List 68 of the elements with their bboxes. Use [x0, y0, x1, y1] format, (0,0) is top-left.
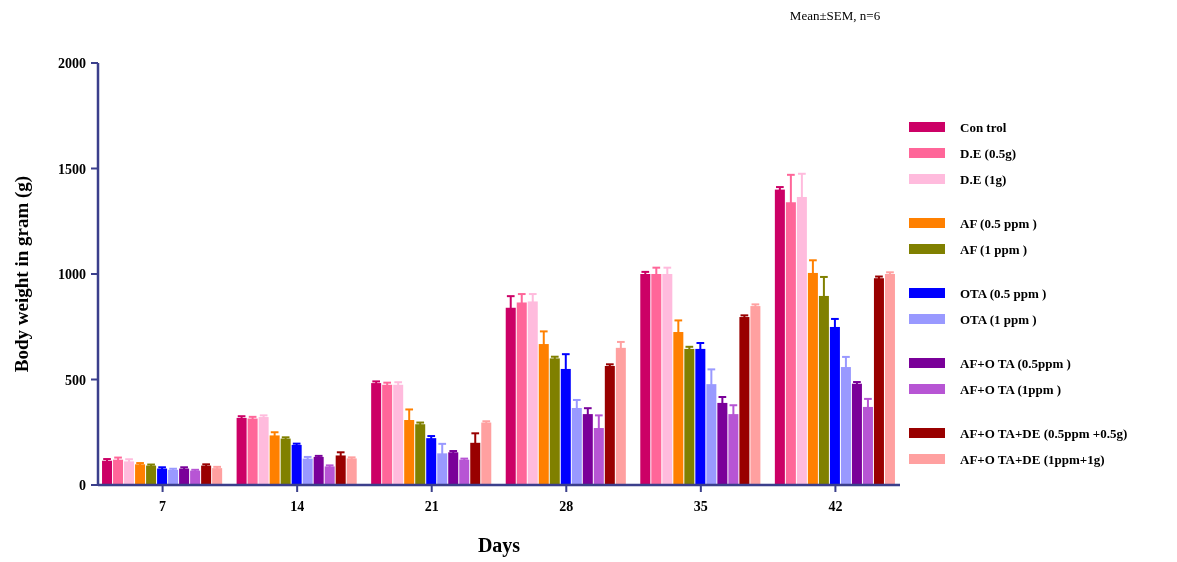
- y-tick-label: 500: [65, 372, 86, 388]
- bar: [873, 278, 884, 485]
- bar: [302, 458, 313, 485]
- bar: [382, 384, 393, 485]
- bar: [640, 274, 651, 485]
- bar: [113, 459, 124, 485]
- bar: [291, 444, 302, 485]
- x-tick-label: 28: [559, 499, 574, 514]
- y-tick-label: 2000: [58, 56, 86, 71]
- bar: [190, 470, 201, 485]
- legend-label: AF+O TA+DE (1ppm+1g): [960, 452, 1105, 467]
- bar: [774, 189, 785, 485]
- bar: [236, 417, 247, 485]
- bar: [851, 383, 862, 485]
- bar: [247, 418, 258, 485]
- bar: [750, 306, 761, 485]
- bar: [135, 464, 146, 485]
- bar: [459, 459, 470, 485]
- legend-label: OTA (0.5 ppm ): [960, 286, 1047, 301]
- bar: [393, 384, 404, 485]
- bar: [324, 466, 335, 485]
- bar: [335, 455, 346, 485]
- bar: [415, 424, 426, 485]
- bar: [549, 358, 560, 485]
- x-tick-label: 42: [828, 499, 843, 514]
- bar: [168, 469, 179, 485]
- y-axis-title: Body weight in gram (g): [11, 175, 33, 373]
- bar: [346, 458, 357, 485]
- bar: [426, 438, 437, 485]
- y-tick-label: 0: [79, 478, 86, 493]
- bar: [179, 468, 190, 485]
- bar: [717, 402, 728, 485]
- x-tick-label: 7: [159, 499, 167, 514]
- bar: [212, 468, 223, 485]
- bar: [124, 461, 135, 485]
- bar: [280, 438, 291, 485]
- bar: [146, 465, 157, 485]
- text: Mean±SEM, n=6: [789, 8, 881, 23]
- bar: [684, 348, 695, 485]
- legend-label: OTA (1 ppm ): [960, 312, 1037, 327]
- x-tick-label: 35: [693, 499, 708, 514]
- x-axis-title: Days: [477, 534, 521, 557]
- bar: [739, 317, 750, 485]
- legend-label: AF+O TA (1ppm ): [960, 382, 1062, 397]
- bar: [201, 465, 212, 485]
- bar: [615, 347, 626, 485]
- y-tick-label: 1500: [58, 161, 86, 177]
- bar: [157, 468, 168, 485]
- legend-label: D.E (1g): [960, 172, 1007, 187]
- bar: [258, 417, 269, 485]
- bar: [102, 460, 113, 485]
- bar: [481, 422, 492, 485]
- bar: [371, 383, 382, 485]
- legend-label: AF (0.5 ppm ): [960, 216, 1037, 231]
- legend-label: Con trol: [960, 120, 1007, 135]
- bar: [448, 452, 459, 485]
- bar: [269, 435, 280, 485]
- bar: [604, 366, 615, 485]
- bar: [695, 348, 706, 485]
- x-tick-label: 14: [290, 499, 305, 514]
- bar: [884, 274, 895, 485]
- bar: [313, 456, 324, 485]
- legend-label: D.E (0.5g): [960, 146, 1016, 161]
- x-tick-label: 21: [424, 499, 439, 514]
- legend-label: AF+O TA (0.5ppm ): [960, 356, 1071, 371]
- y-tick-label: 1000: [58, 267, 86, 282]
- legend-label: AF (1 ppm ): [960, 242, 1028, 257]
- legend-label: AF+O TA+DE (0.5ppm +0.5g): [960, 426, 1128, 441]
